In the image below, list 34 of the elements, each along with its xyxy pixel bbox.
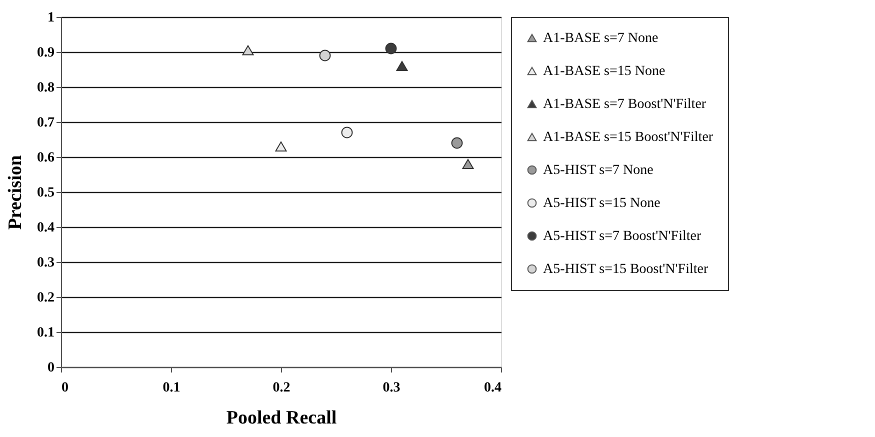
- x-tick-label: 0.4: [484, 380, 502, 396]
- y-tick-label: 0.9: [37, 46, 54, 60]
- point: [341, 126, 353, 138]
- y-axis-title: Precision: [5, 154, 26, 230]
- y-tick-label: 0.8: [37, 80, 54, 96]
- point: [385, 42, 397, 54]
- y-tick-label: 0: [48, 360, 54, 376]
- y-tick-label: 0.4: [37, 220, 54, 236]
- y-tick-label: 0.7: [37, 116, 54, 130]
- legend-label: A1-BASE s=7 None: [543, 31, 658, 46]
- y-tick-label: 0.3: [37, 256, 54, 270]
- x-tick-label: 0.3: [382, 380, 400, 396]
- x-tick-label: 0: [62, 380, 68, 396]
- x-tick-label: 0.1: [162, 380, 180, 396]
- legend-label: A5-HIST s=7 None: [543, 163, 654, 178]
- legend-label: A1-BASE s=15 None: [543, 64, 666, 79]
- point: [275, 141, 287, 152]
- point: [242, 45, 254, 56]
- legend-label: A5-HIST s=7 Boost'N'Filter: [543, 229, 702, 244]
- x-tick-label: 0.2: [272, 380, 290, 396]
- y-tick-label: 0.5: [37, 186, 54, 200]
- x-axis-title: Pooled Recall: [226, 408, 337, 428]
- y-tick-label: 0.1: [37, 326, 54, 340]
- y-tick-label: 1: [48, 10, 54, 26]
- legend-label: A5-HIST s=15 Boost'N'Filter: [543, 262, 708, 277]
- y-tick-label: 0.2: [37, 290, 54, 306]
- legend-label: A1-BASE s=7 Boost'N'Filter: [543, 97, 706, 112]
- point: [319, 50, 331, 62]
- point: [396, 60, 408, 72]
- point: [462, 158, 474, 170]
- y-tick-label: 0.6: [37, 150, 54, 166]
- legend-label: A1-BASE s=15 Boost'N'Filter: [543, 130, 714, 145]
- point: [451, 137, 463, 149]
- legend-label: A5-HIST s=15 None: [543, 196, 660, 211]
